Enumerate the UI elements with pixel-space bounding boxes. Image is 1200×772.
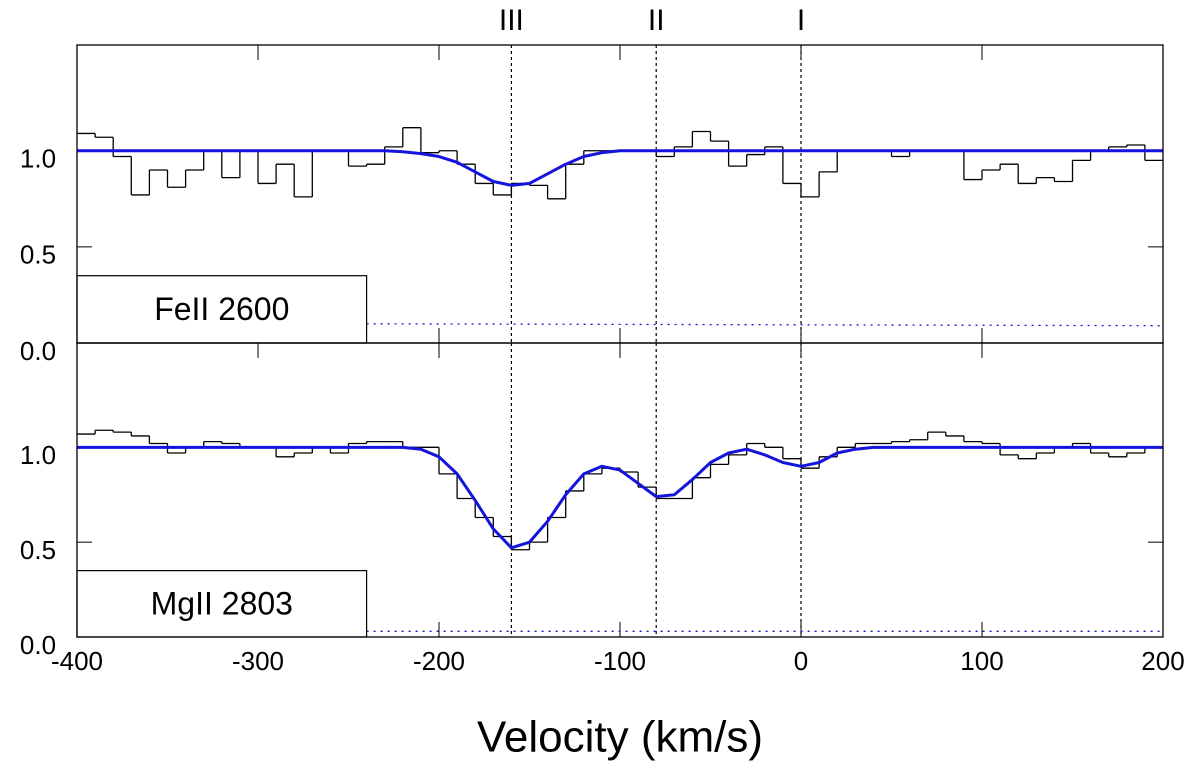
label-box xyxy=(76,275,368,344)
model-line xyxy=(77,445,1163,550)
y-tick-label: 1.0 xyxy=(20,144,56,174)
x-tick-label: 100 xyxy=(960,646,1003,676)
y-tick-label: 1.0 xyxy=(20,440,56,470)
y-tick-label: 0.5 xyxy=(20,535,56,565)
panel-frame xyxy=(76,342,1164,638)
x-tick-label: -100 xyxy=(594,646,646,676)
panel-label: MgII 2803 xyxy=(151,585,293,621)
y-tick-label: 0.5 xyxy=(20,240,56,270)
component-label: I xyxy=(797,4,805,37)
error-line xyxy=(366,323,1164,327)
x-axis-label: Velocity (km/s) xyxy=(477,713,763,762)
component-label: III xyxy=(499,4,524,37)
x-tick-label: -300 xyxy=(232,646,284,676)
x-tick-label: -200 xyxy=(413,646,465,676)
y-tick-label: 0.0 xyxy=(20,630,56,660)
x-tick-label: 0 xyxy=(794,646,808,676)
component-label: II xyxy=(648,4,665,37)
label-box xyxy=(76,570,368,638)
panel-label: FeII 2600 xyxy=(154,291,289,327)
x-tick-label: -400 xyxy=(51,646,103,676)
x-tick-label: 200 xyxy=(1141,646,1184,676)
y-tick-label: 0.0 xyxy=(20,336,56,366)
model-line xyxy=(77,149,1163,187)
